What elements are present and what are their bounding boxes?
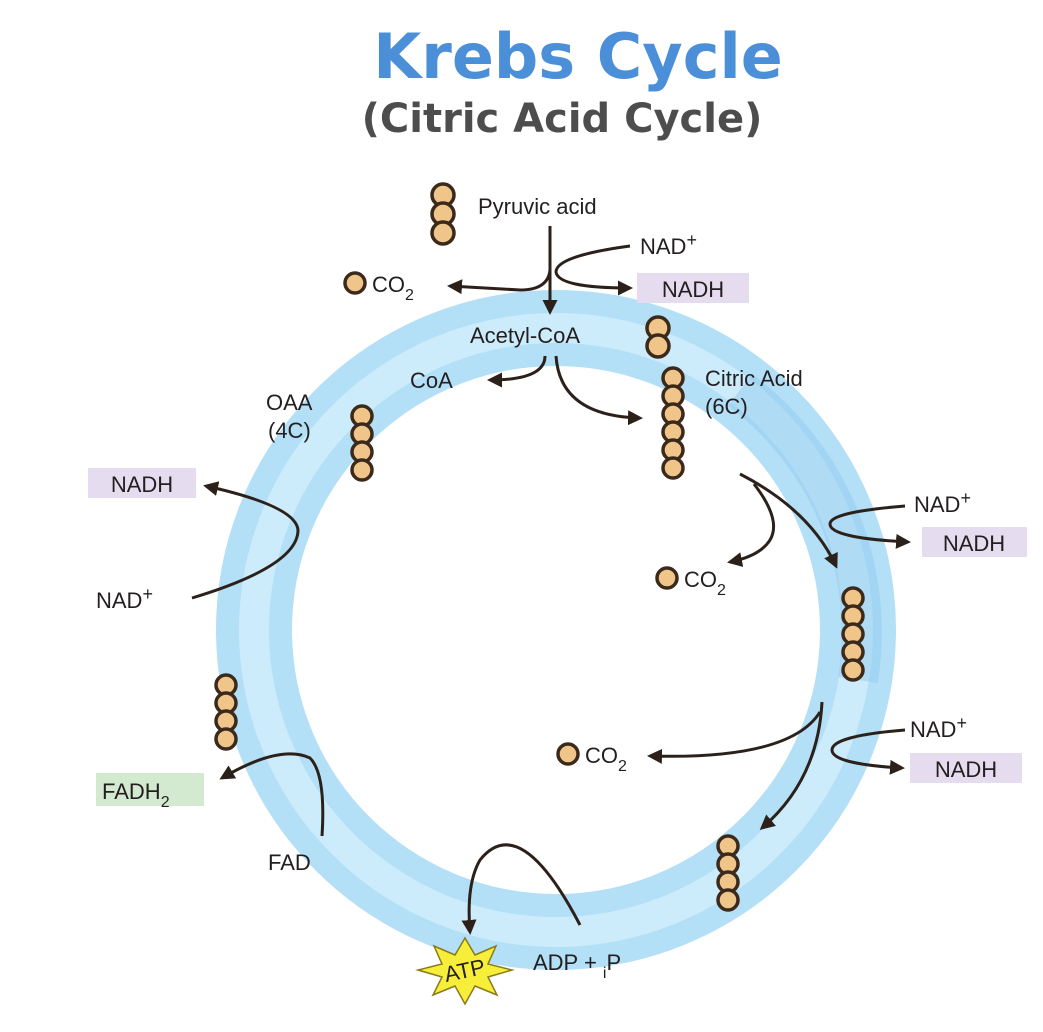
oaa-label: OAA bbox=[266, 390, 313, 415]
nad-label-1: NAD+ bbox=[640, 230, 697, 259]
nadh-label-3: NADH bbox=[935, 757, 997, 782]
coa-label: CoA bbox=[410, 368, 453, 393]
co2-molecule-3 bbox=[556, 742, 580, 766]
5c-to-4c-arrow bbox=[759, 701, 824, 830]
acetyl-to-citric-arrow bbox=[554, 355, 643, 426]
co2-molecule-1 bbox=[343, 271, 367, 295]
title: Krebs Cycle bbox=[373, 20, 783, 93]
succinyl-coa-molecule bbox=[716, 834, 740, 912]
co2-label-2: CO2 bbox=[684, 567, 726, 599]
nad-label-2: NAD+ bbox=[914, 488, 971, 517]
nadh-label-1: NADH bbox=[662, 277, 724, 302]
nad-label-3: NAD+ bbox=[910, 713, 967, 742]
citric-acid-carbons-label: (6C) bbox=[705, 394, 748, 419]
nad-label-4: NAD+ bbox=[96, 584, 153, 613]
nadh-label-4: NADH bbox=[111, 472, 173, 497]
oaa-molecule bbox=[350, 404, 374, 482]
nadh-label-2: NADH bbox=[943, 531, 1005, 556]
acetyl-coa-molecule bbox=[645, 315, 671, 359]
co2-molecule-2 bbox=[655, 566, 679, 590]
citric-acid-label: Citric Acid bbox=[705, 366, 803, 391]
fad-label: FAD bbox=[268, 850, 311, 875]
coa-release-arrow bbox=[487, 355, 547, 388]
alpha-ketoglutarate-molecule bbox=[841, 586, 865, 682]
nadh-box-1 bbox=[637, 273, 749, 303]
nad-to-nadh-arrow-2 bbox=[828, 504, 911, 549]
fadh2-box bbox=[96, 773, 204, 806]
nadh-box-4 bbox=[88, 468, 196, 498]
pyruvic-acid-label: Pyruvic acid bbox=[478, 194, 597, 219]
nad-to-nadh-arrow-4 bbox=[191, 481, 300, 600]
co2-label-3: CO2 bbox=[585, 743, 627, 775]
adp-label: ADP + iP bbox=[533, 950, 621, 982]
acetyl-coa-label: Acetyl-CoA bbox=[470, 323, 580, 348]
succinate-molecule bbox=[214, 673, 238, 751]
adp-to-atp-arrow bbox=[461, 843, 582, 935]
co2-release-arrow-2 bbox=[727, 483, 776, 567]
citric-acid-molecule bbox=[661, 366, 685, 480]
nad-to-nadh-arrow-1 bbox=[554, 244, 633, 296]
fadh2-label: FADH2 bbox=[102, 779, 170, 811]
atp-star bbox=[415, 936, 515, 1006]
citric-to-5c-arrow bbox=[739, 472, 838, 569]
oaa-carbons-label: (4C) bbox=[268, 418, 311, 443]
pyruvic-acid-molecule bbox=[430, 182, 456, 246]
nadh-box-3 bbox=[910, 753, 1022, 783]
co2-release-arrow-1 bbox=[447, 269, 552, 295]
nad-to-nadh-arrow-3 bbox=[830, 728, 906, 775]
co2-label-1: CO2 bbox=[372, 272, 414, 304]
fad-to-fadh2-arrow bbox=[219, 752, 325, 837]
nadh-box-2 bbox=[922, 527, 1027, 557]
subtitle: (Citric Acid Cycle) bbox=[362, 96, 763, 142]
co2-release-arrow-3 bbox=[647, 711, 822, 764]
